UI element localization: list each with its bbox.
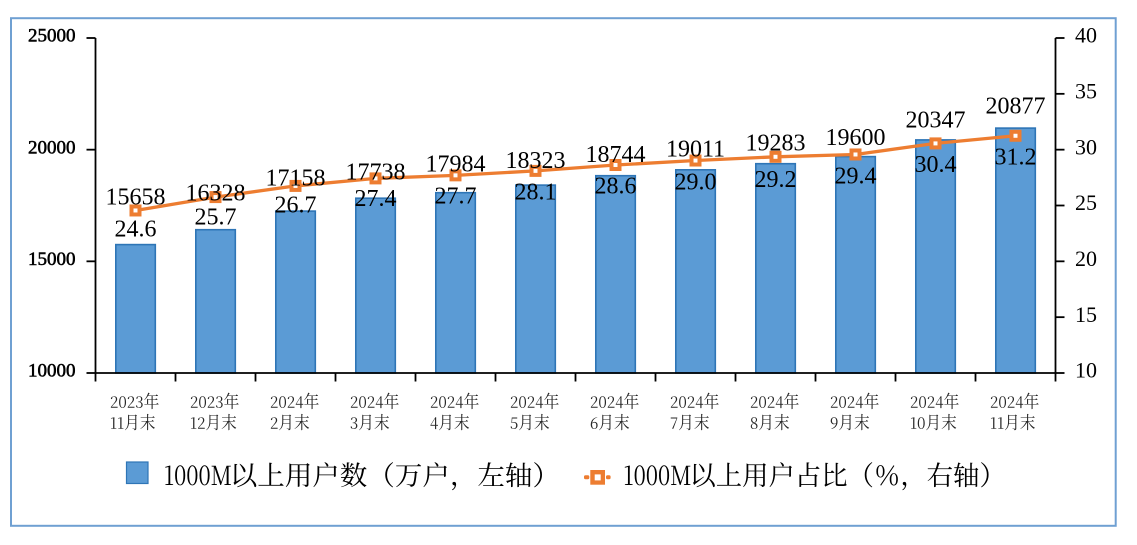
svg-text:28.6: 28.6	[595, 174, 637, 200]
svg-text:10000: 10000	[28, 361, 76, 382]
svg-text:40: 40	[1075, 23, 1097, 48]
svg-text:10: 10	[1075, 358, 1097, 383]
svg-text:30.4: 30.4	[915, 152, 957, 178]
svg-text:18744: 18744	[586, 142, 646, 168]
svg-text:24.6: 24.6	[115, 216, 157, 242]
svg-text:30: 30	[1075, 134, 1097, 159]
svg-text:28.1: 28.1	[515, 179, 557, 205]
svg-text:26.7: 26.7	[275, 193, 317, 219]
svg-text:29.0: 29.0	[675, 169, 717, 195]
svg-text:15658: 15658	[106, 184, 166, 210]
svg-text:29.4: 29.4	[835, 163, 877, 189]
svg-text:18323: 18323	[506, 148, 566, 174]
svg-text:27.4: 27.4	[355, 186, 397, 212]
svg-text:25: 25	[1075, 190, 1097, 215]
svg-text:25.7: 25.7	[195, 204, 237, 230]
svg-text:15: 15	[1075, 302, 1097, 327]
svg-text:25000: 25000	[28, 26, 76, 47]
svg-text:19011: 19011	[666, 136, 725, 162]
svg-text:16328: 16328	[186, 180, 246, 206]
svg-text:35: 35	[1075, 78, 1097, 103]
svg-text:20347: 20347	[906, 107, 966, 133]
svg-text:20000: 20000	[28, 137, 76, 158]
svg-text:17158: 17158	[266, 166, 326, 192]
svg-text:27.7: 27.7	[435, 184, 477, 210]
svg-text:29.2: 29.2	[755, 167, 797, 193]
svg-text:19600: 19600	[826, 125, 886, 151]
svg-text:17738: 17738	[346, 160, 406, 186]
svg-text:17984: 17984	[426, 151, 486, 177]
svg-text:19283: 19283	[746, 131, 806, 157]
svg-text:31.2: 31.2	[995, 145, 1037, 171]
svg-text:20: 20	[1075, 246, 1097, 271]
svg-text:20877: 20877	[986, 94, 1046, 120]
svg-text:15000: 15000	[28, 249, 76, 270]
